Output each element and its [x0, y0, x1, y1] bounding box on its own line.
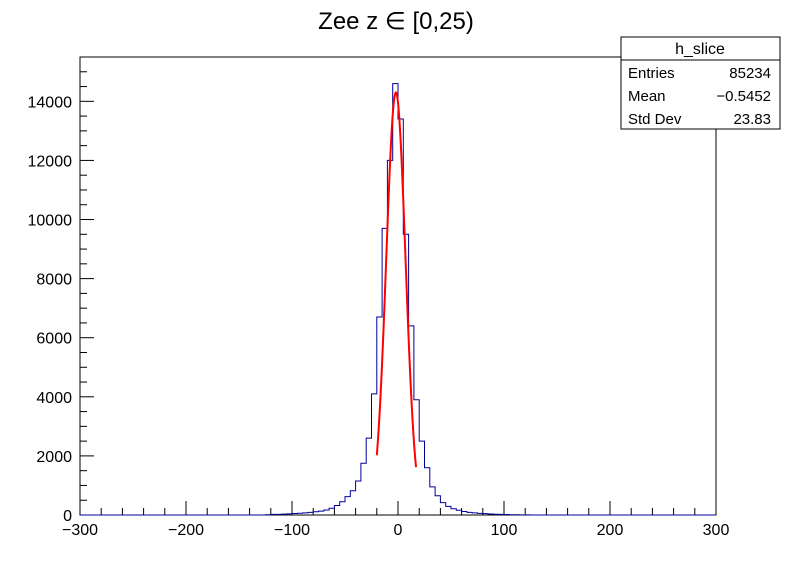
histogram-bin	[366, 438, 371, 515]
x-tick-label: −300	[62, 522, 98, 539]
chart-title: Zee z ∈ [0,25)	[318, 8, 474, 35]
histogram-bin	[334, 506, 339, 515]
histogram-bin	[276, 514, 281, 515]
histogram-bin	[361, 463, 366, 515]
x-tick-label: 300	[703, 522, 730, 539]
stats-box-title: h_slice	[675, 41, 725, 58]
gaussian-fit-line	[375, 90, 418, 468]
histogram-series	[80, 83, 716, 516]
histogram-bin	[451, 509, 456, 515]
x-tick-label: −200	[168, 522, 204, 539]
histogram-bin	[329, 508, 334, 515]
histogram-bin	[287, 514, 292, 515]
x-tick-label: −100	[274, 522, 310, 539]
histogram-bin	[493, 514, 498, 515]
x-tick-label: 200	[597, 522, 624, 539]
histogram-bin	[419, 441, 424, 515]
histogram-bin	[467, 512, 472, 515]
histogram-bin	[488, 514, 493, 515]
stats-entries-label: Entries	[628, 65, 675, 82]
histogram-bin	[271, 514, 276, 515]
y-tick-label: 12000	[28, 153, 73, 170]
histogram-bin	[425, 468, 430, 515]
histogram-bin	[462, 511, 467, 515]
histogram-outline	[80, 83, 716, 516]
y-tick-label: 6000	[36, 331, 72, 348]
stats-stddev-value: 23.83	[733, 111, 771, 128]
histogram-bin	[478, 513, 483, 515]
x-tick-label: 0	[394, 522, 403, 539]
y-axis: 0 2000 4000 6000 8000 10000 12000 14000	[28, 56, 94, 525]
y-tick-label: 0	[63, 508, 72, 525]
histogram-bin	[345, 497, 350, 515]
histogram-bin	[499, 514, 504, 515]
stats-mean-value: −0.5452	[716, 88, 771, 105]
histogram-bin	[456, 510, 461, 515]
y-tick-label: 10000	[28, 213, 73, 230]
histogram-bin	[292, 514, 297, 515]
stats-box-frame	[620, 36, 781, 130]
histogram-bin	[303, 513, 308, 515]
gaussian-fit-series	[375, 90, 418, 468]
histogram-bin	[281, 514, 286, 515]
histogram-bin	[446, 506, 451, 515]
histogram-bin	[435, 496, 440, 515]
x-axis: −300 −200 −100 0 100 200 300	[62, 501, 729, 539]
stats-entries-value: 85234	[729, 65, 771, 82]
y-tick-label: 8000	[36, 272, 72, 289]
histogram-bin	[393, 84, 398, 515]
histogram-bin	[350, 491, 355, 515]
histogram-bin	[483, 514, 488, 515]
histogram-bin	[313, 512, 318, 515]
histogram-bin	[440, 503, 445, 515]
x-tick-label: 100	[491, 522, 518, 539]
histogram-bin	[308, 512, 313, 515]
histogram-bin	[297, 513, 302, 515]
histogram-bin	[356, 481, 361, 515]
histogram-bin	[472, 513, 477, 515]
stats-mean-label: Mean	[628, 88, 666, 105]
stats-box: h_slice Entries 85234 Mean −0.5452 Std D…	[620, 36, 781, 130]
y-tick-label: 14000	[28, 94, 73, 111]
stats-stddev-label: Std Dev	[628, 111, 682, 128]
histogram-bin	[340, 502, 345, 515]
histogram-bin	[319, 511, 324, 515]
y-tick-label: 4000	[36, 390, 72, 407]
y-tick-label: 2000	[36, 449, 72, 466]
histogram-bin	[430, 487, 435, 515]
histogram-bin	[324, 510, 329, 515]
